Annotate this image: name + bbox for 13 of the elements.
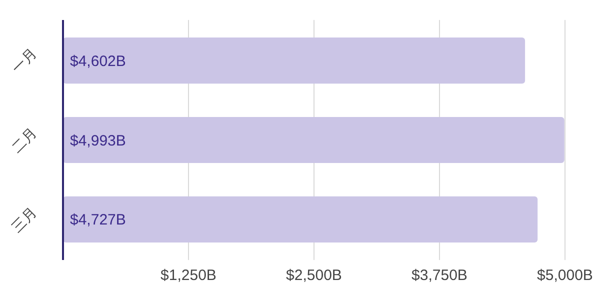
y-tick-label: 三月 (8, 204, 40, 235)
x-tick-label: $5,000B (537, 267, 593, 284)
y-tick-label: 二月 (8, 124, 40, 156)
bar (63, 116, 564, 164)
data-label: $4,727B (70, 212, 126, 229)
y-tick-label: 一月 (8, 44, 40, 76)
data-label: $4,993B (70, 132, 126, 150)
bar (63, 38, 526, 84)
x-tick-label: $3,750B (412, 267, 468, 284)
bar (63, 196, 538, 242)
x-tick-label: $1,250B (160, 267, 216, 284)
data-label: $4,602B (70, 52, 126, 70)
x-tick-label: $2,500B (286, 267, 342, 284)
